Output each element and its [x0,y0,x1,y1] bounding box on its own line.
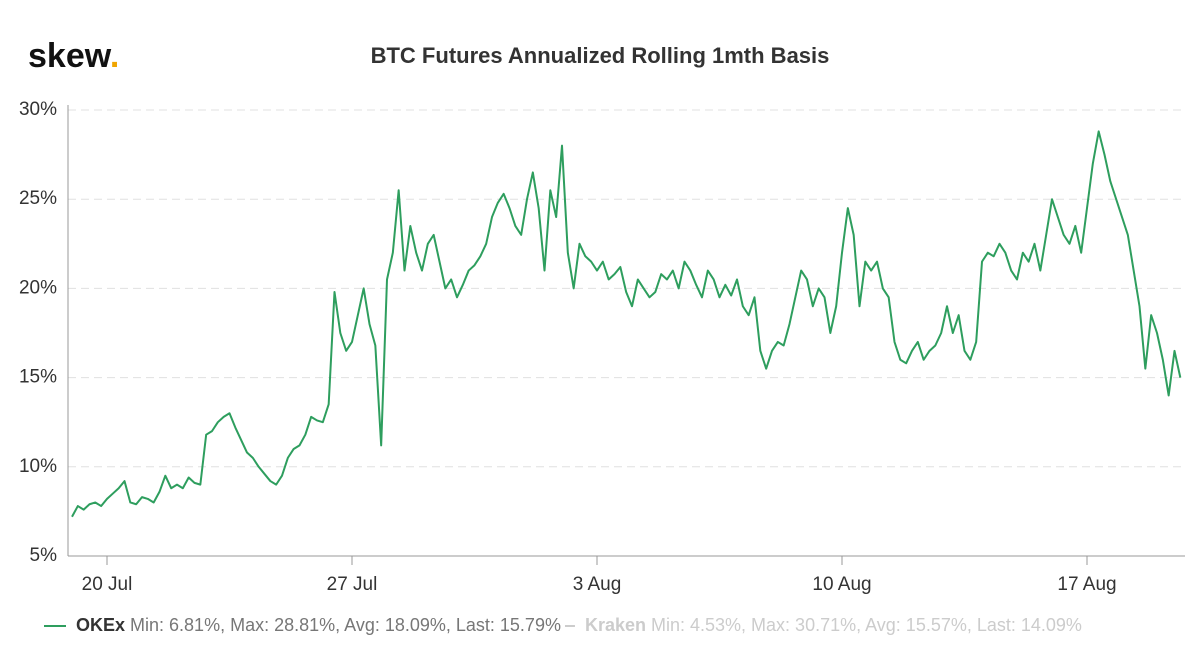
legend-stats-hidden: Min: 4.53%, Max: 30.71%, Avg: 15.57%, La… [651,615,1082,635]
x-tick-label: 27 Jul [327,574,378,595]
legend-stats: Min: 6.81%, Max: 28.81%, Avg: 18.09%, La… [130,615,561,635]
x-tick-label: 20 Jul [82,574,133,595]
chart-title: BTC Futures Annualized Rolling 1mth Basi… [371,43,830,68]
y-tick-label: 20% [19,277,57,298]
x-tick-label: 3 Aug [573,574,622,595]
y-tick-label: 15% [19,367,57,388]
y-tick-label: 30% [19,99,57,120]
legend-name-hidden: Kraken [585,615,646,635]
logo-dot: . [110,37,119,75]
data-line [71,130,1182,518]
logo-word: skew [28,37,112,75]
x-tick-label: 10 Aug [812,574,871,595]
y-tick-label: 10% [19,456,57,477]
x-tick-label: 17 Aug [1057,574,1116,595]
legend-name: OKEx [76,615,125,635]
y-tick-label: 25% [19,188,57,209]
y-tick-label: 5% [30,545,58,566]
logo: skew. [28,37,119,75]
